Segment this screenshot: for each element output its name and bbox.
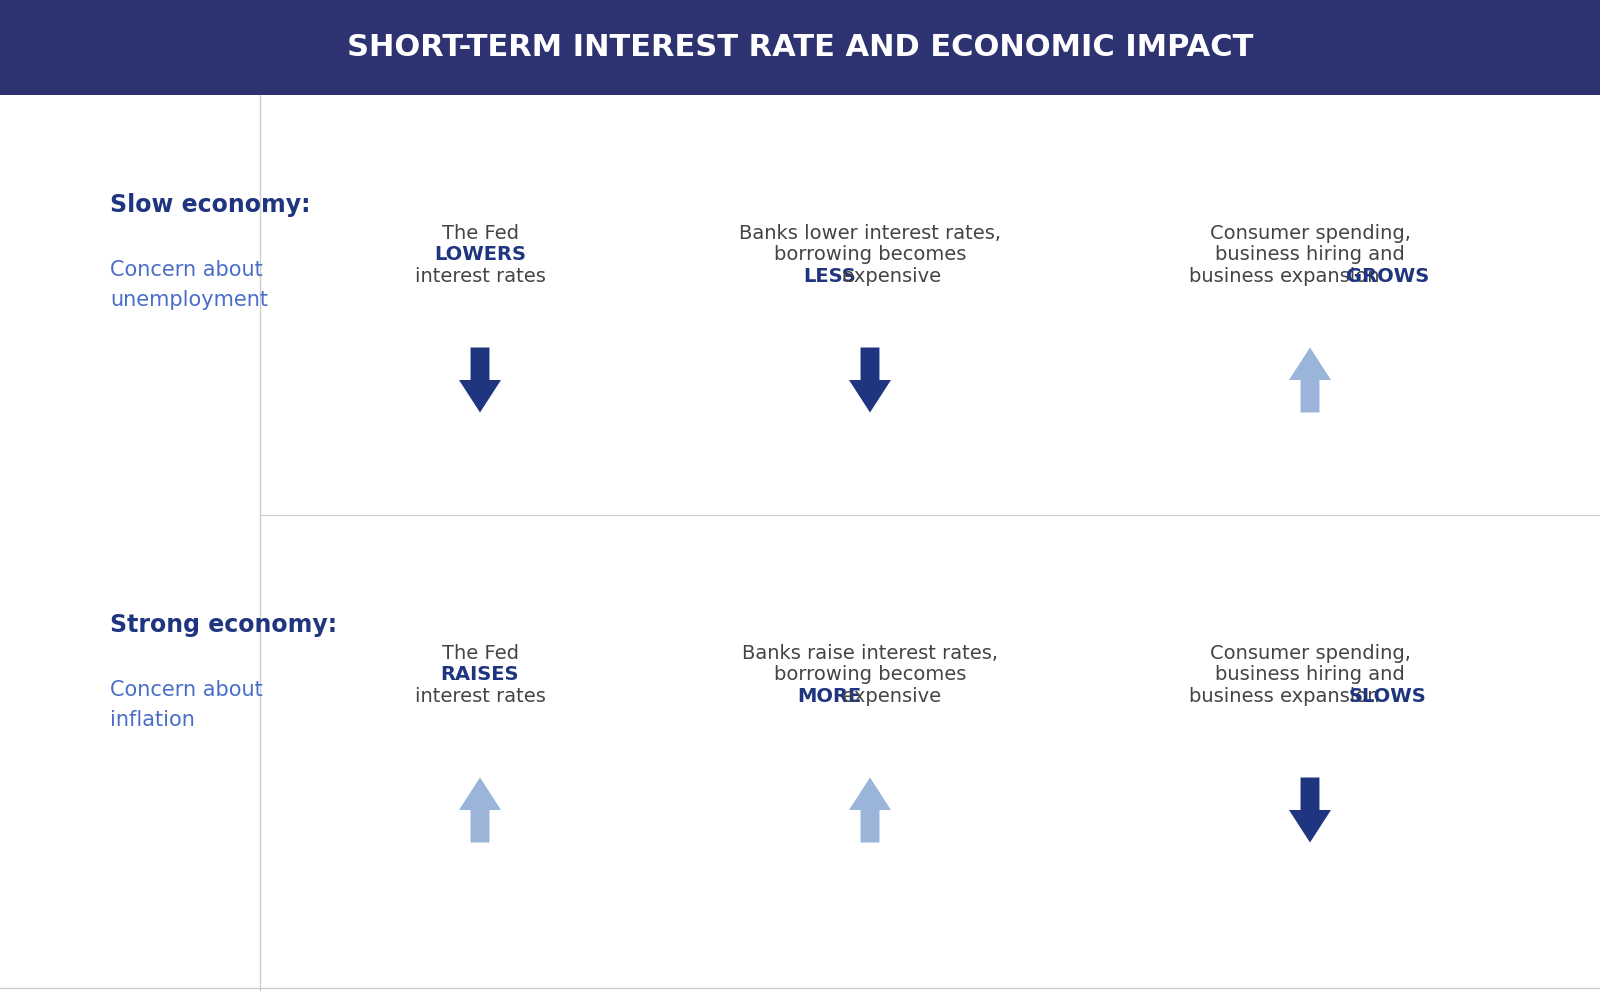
Text: SHORT-TERM INTEREST RATE AND ECONOMIC IMPACT: SHORT-TERM INTEREST RATE AND ECONOMIC IM… (347, 33, 1253, 62)
Text: The Fed: The Fed (442, 224, 518, 243)
Text: LOWERS: LOWERS (434, 245, 526, 264)
Text: business hiring and: business hiring and (1214, 245, 1405, 264)
Text: Concern about
unemployment: Concern about unemployment (110, 260, 269, 310)
Text: LESS: LESS (803, 267, 856, 286)
Text: Banks lower interest rates,: Banks lower interest rates, (739, 224, 1002, 243)
FancyBboxPatch shape (0, 0, 1600, 95)
Text: RAISES: RAISES (440, 666, 520, 684)
Text: Slow economy:: Slow economy: (110, 193, 310, 217)
Polygon shape (850, 778, 891, 842)
Polygon shape (1290, 778, 1331, 842)
Polygon shape (459, 348, 501, 412)
Polygon shape (1290, 348, 1331, 412)
Text: MORE: MORE (797, 687, 861, 706)
Text: business expansion: business expansion (1189, 687, 1386, 706)
Text: Banks raise interest rates,: Banks raise interest rates, (742, 644, 998, 663)
Text: Strong economy:: Strong economy: (110, 613, 338, 637)
Text: Consumer spending,: Consumer spending, (1210, 224, 1411, 243)
Text: expensive: expensive (835, 687, 941, 706)
Text: The Fed: The Fed (442, 644, 518, 663)
Text: interest rates: interest rates (414, 267, 546, 286)
Text: expensive: expensive (835, 267, 941, 286)
Text: GROWS: GROWS (1346, 267, 1429, 286)
Text: borrowing becomes: borrowing becomes (774, 245, 966, 264)
Text: Concern about
inflation: Concern about inflation (110, 680, 262, 730)
Polygon shape (459, 778, 501, 842)
Text: business expansion: business expansion (1189, 267, 1386, 286)
Text: Consumer spending,: Consumer spending, (1210, 644, 1411, 663)
Text: interest rates: interest rates (414, 687, 546, 706)
Text: borrowing becomes: borrowing becomes (774, 666, 966, 684)
Text: business hiring and: business hiring and (1214, 666, 1405, 684)
Polygon shape (850, 348, 891, 412)
Text: SLOWS: SLOWS (1349, 687, 1426, 706)
